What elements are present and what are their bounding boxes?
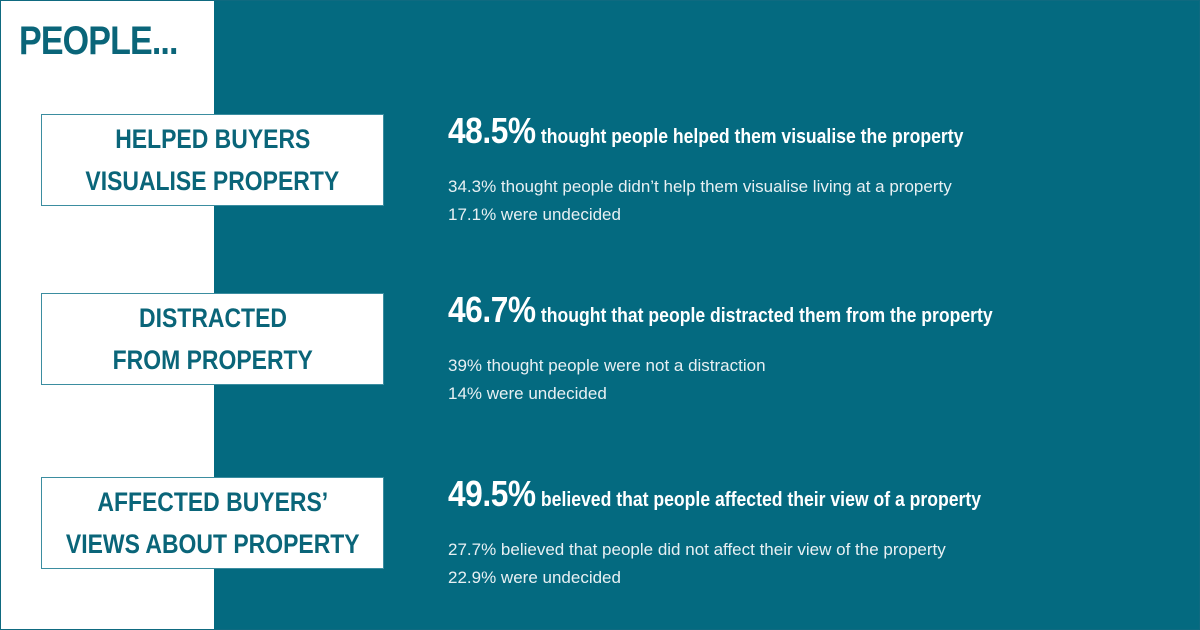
detail-line: 39% thought people were not a distractio…	[448, 356, 766, 375]
headline: 46.7% thought that people distracted them…	[448, 289, 993, 331]
headline-text: believed that people affected their view…	[540, 489, 982, 511]
label-box: HELPED BUYERS VISUALISE PROPERTY	[41, 114, 384, 206]
label-line: AFFECTED BUYERS’	[97, 487, 328, 517]
headline-text: thought people helped them visualise the…	[540, 126, 964, 148]
headline: 49.5% believed that people affected their…	[448, 473, 981, 515]
label-line: VIEWS ABOUT PROPERTY	[65, 529, 360, 559]
headline-figure: 49.5%	[448, 473, 536, 514]
label-line: HELPED BUYERS	[114, 124, 311, 154]
label-box: AFFECTED BUYERS’ VIEWS ABOUT PROPERTY	[41, 477, 384, 569]
headline-figure: 48.5%	[448, 110, 536, 151]
headline-text: thought that people distracted them from…	[540, 305, 993, 327]
label-line: VISUALISE PROPERTY	[85, 166, 340, 196]
label-line: FROM PROPERTY	[112, 345, 313, 375]
detail-line: 22.9% were undecided	[448, 568, 621, 587]
detail-line: 14% were undecided	[448, 384, 607, 403]
label-box: DISTRACTED FROM PROPERTY	[41, 293, 384, 385]
headline: 48.5% thought people helped them visualis…	[448, 110, 963, 152]
title: PEOPLE...	[19, 19, 178, 63]
detail-line: 17.1% were undecided	[448, 205, 621, 224]
detail-line: 27.7% believed that people did not affec…	[448, 540, 946, 559]
label-line: DISTRACTED	[138, 303, 287, 333]
detail-line: 34.3% thought people didn’t help them vi…	[448, 177, 952, 196]
headline-figure: 46.7%	[448, 289, 536, 330]
